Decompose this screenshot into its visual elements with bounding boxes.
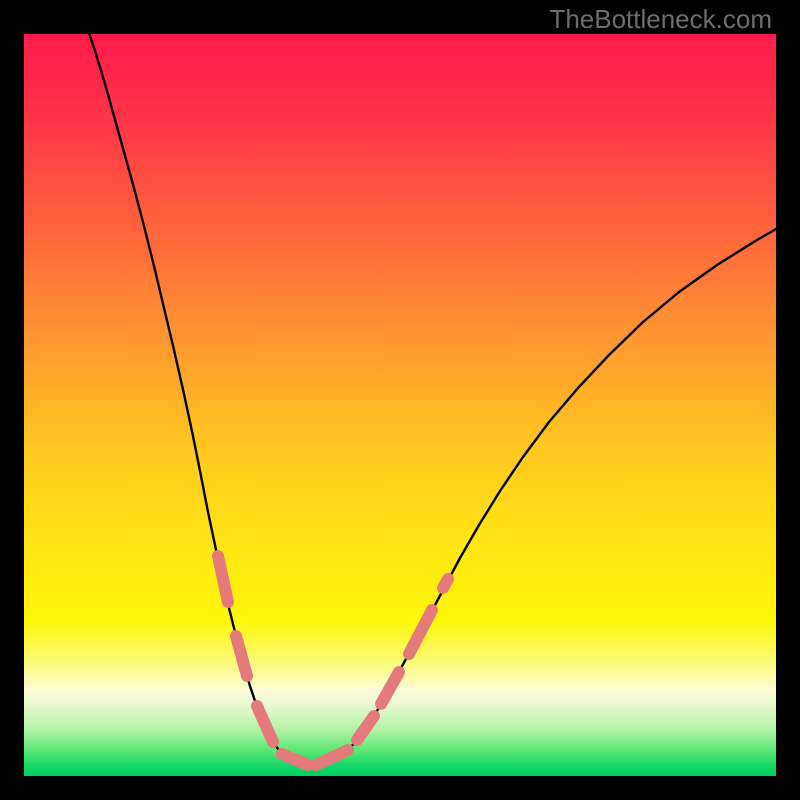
watermark-text: TheBottleneck.com — [549, 4, 772, 35]
chart-container: TheBottleneck.com — [0, 0, 800, 800]
chart-plot-area — [24, 34, 776, 776]
